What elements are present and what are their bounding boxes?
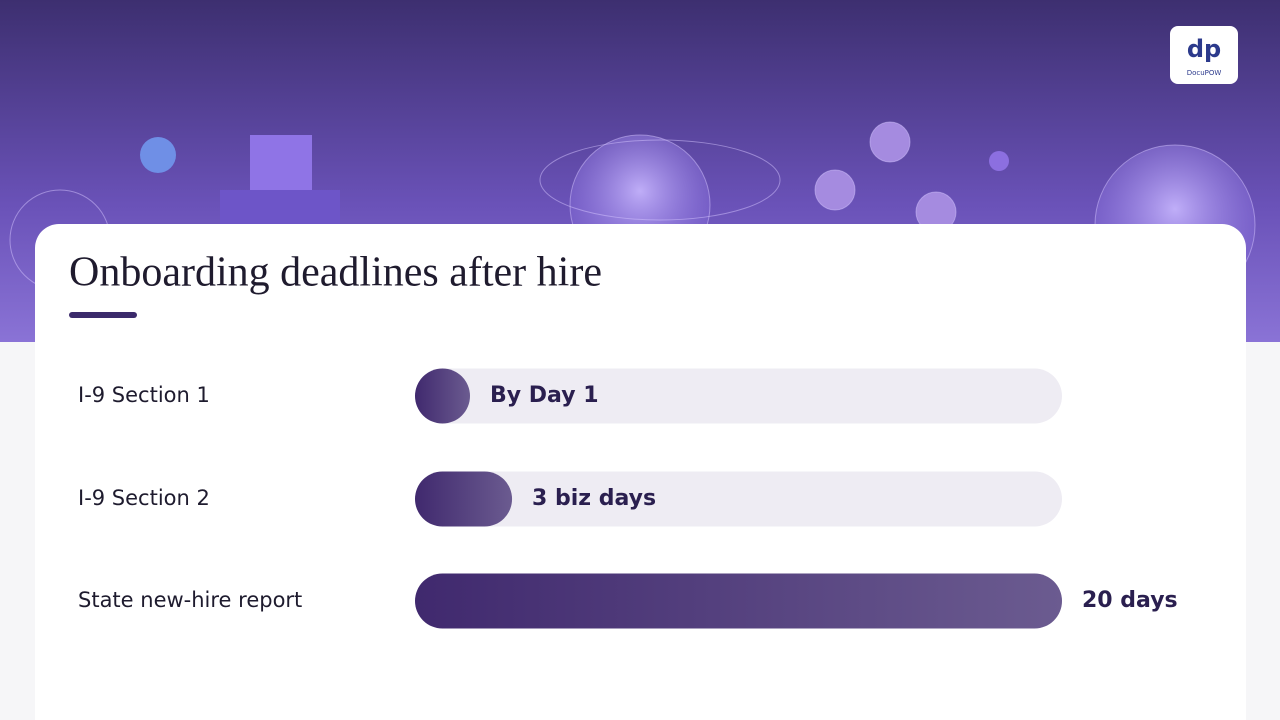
bar <box>415 573 1062 629</box>
logo-box <box>1170 26 1238 84</box>
bar-track <box>415 471 1062 527</box>
logo-text: DocuPOW <box>1187 69 1222 77</box>
value-label: 3 biz days <box>532 486 656 511</box>
bar-track <box>415 368 1062 424</box>
bar <box>415 368 470 424</box>
bar <box>415 471 513 527</box>
chart-title: Onboarding deadlines after hire <box>69 250 602 296</box>
plot: I-9 Section 1 By Day 1 I-9 Section 2 3 biz … <box>78 368 1178 629</box>
value-label: By Day 1 <box>490 383 599 408</box>
title-underline <box>69 312 137 318</box>
category-label: I-9 Section 2 <box>78 486 210 510</box>
category-label: I-9 Section 1 <box>78 383 210 407</box>
category-label: State new-hire report <box>78 588 302 612</box>
value-label: 20 days <box>1082 588 1178 613</box>
logo-mark: dp <box>1187 35 1221 63</box>
